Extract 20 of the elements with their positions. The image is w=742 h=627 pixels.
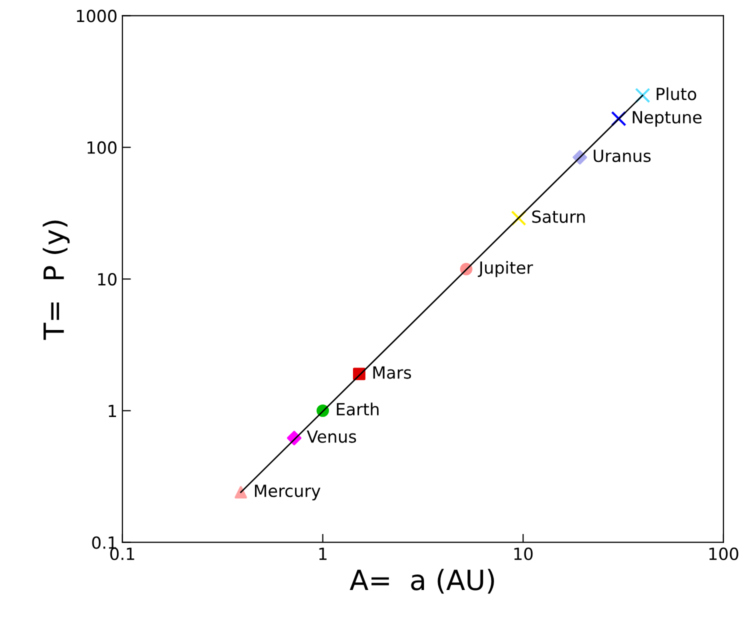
x-tick-label: 100 [709,548,738,560]
x-axis-title: A= a (AU) [350,568,494,594]
x-tick-label: 10 [514,548,533,560]
series-label: Mercury [254,484,320,500]
y-axis-title: T= P (y) [42,220,70,340]
x-tick-label: 0.1 [110,548,134,560]
series-label: Pluto [656,87,696,100]
series-label: Neptune [632,111,702,127]
y-tick-label: 10 [98,272,116,286]
series-label: Saturn [532,210,585,223]
series-label: Venus [306,430,356,443]
y-tick-label: 0.1 [92,536,116,549]
x-tick-label: 1 [319,548,327,560]
series-label: Mars [373,366,412,379]
y-tick-label: 1 [108,404,116,418]
y-tick-label: 100 [88,141,116,154]
series-label: Uranus [594,150,651,162]
series-label: Jupiter [478,261,534,278]
y-tick-label: 1000 [76,10,116,22]
series-label: Earth [336,402,379,416]
